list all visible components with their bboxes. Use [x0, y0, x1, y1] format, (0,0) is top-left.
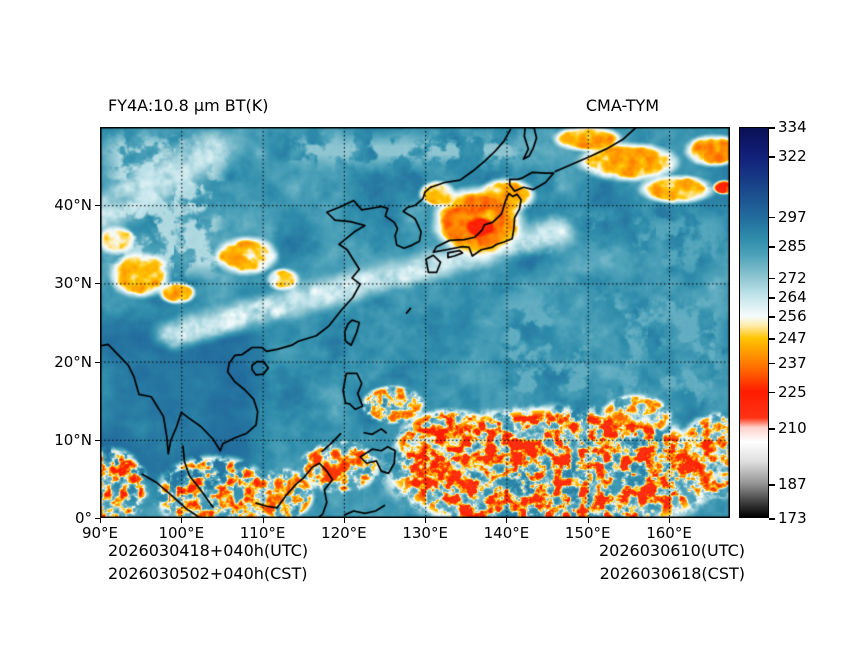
colorbar-tick-label: 272 — [778, 268, 807, 287]
colorbar-tick-mark — [769, 156, 775, 158]
y-tick-label: 40°N — [54, 196, 92, 215]
colorbar-tick-mark — [769, 277, 775, 280]
footer-init-time-cst: 2026030502+040h(CST) — [108, 564, 308, 583]
colorbar-tick-mark — [769, 428, 775, 430]
colorbar-tick-mark — [769, 297, 775, 299]
colorbar-tick-label: 322 — [778, 147, 807, 166]
y-tick-label: 30°N — [54, 274, 92, 293]
y-tick-label: 10°N — [54, 430, 92, 449]
colorbar-tick-label: 247 — [778, 329, 807, 348]
y-tick-mark — [95, 518, 100, 519]
y-tick-mark — [95, 283, 100, 285]
x-tick-label: 120°E — [321, 524, 367, 542]
y-tick-mark — [95, 361, 100, 363]
x-tick-label: 140°E — [483, 524, 530, 542]
footer-valid-time-utc: 2026030610(UTC) — [599, 541, 745, 560]
colorbar-tick-label: 173 — [778, 509, 807, 527]
colorbar-tick-label: 256 — [778, 307, 807, 326]
colorbar-tick-label: 297 — [778, 207, 807, 226]
colorbar-tick-label: 285 — [778, 237, 807, 255]
colorbar-tick-mark — [769, 338, 775, 340]
x-tick-label: 160°E — [646, 524, 692, 542]
footer-init-time-utc: 2026030418+040h(UTC) — [108, 541, 309, 560]
y-tick-label: 0° — [74, 509, 92, 527]
plot-title: FY4A:10.8 μm BT(K) — [108, 96, 269, 115]
colorbar-tick-mark — [769, 127, 775, 129]
x-tick-mark — [506, 518, 508, 523]
colorbar-tick-label: 237 — [778, 353, 807, 372]
x-tick-label: 130°E — [402, 524, 448, 542]
x-tick-mark — [425, 518, 427, 523]
colorbar-tick-label: 225 — [778, 382, 807, 401]
model-title: CMA-TYM — [585, 96, 660, 115]
y-tick-label: 20°N — [54, 352, 92, 371]
colorbar-tick-mark — [769, 484, 775, 486]
colorbar-tick-mark — [769, 362, 775, 365]
y-tick-mark — [95, 205, 100, 207]
x-tick-mark — [181, 518, 183, 523]
colorbar-tick-mark — [769, 246, 775, 248]
satellite-bt-map — [100, 127, 730, 518]
x-tick-mark — [100, 518, 101, 523]
colorbar-tick-mark — [769, 216, 775, 219]
colorbar-tick-mark — [769, 391, 775, 394]
footer-valid-time-cst: 2026030618(CST) — [599, 564, 745, 583]
colorbar-tick-mark — [769, 518, 775, 520]
x-tick-mark — [587, 518, 589, 523]
x-tick-mark — [262, 518, 264, 523]
colorbar-tick-mark — [769, 316, 775, 318]
colorbar-tick-label: 187 — [778, 475, 807, 493]
colorbar-tick-label: 210 — [778, 419, 807, 438]
x-tick-mark — [669, 518, 671, 523]
x-tick-label: 90°E — [81, 524, 119, 542]
x-tick-label: 150°E — [564, 524, 611, 542]
colorbar-tick-label: 334 — [778, 118, 807, 136]
x-tick-label: 100°E — [158, 524, 205, 542]
x-tick-mark — [343, 518, 345, 523]
colorbar — [739, 127, 769, 518]
x-tick-label: 110°E — [239, 524, 286, 542]
colorbar-tick-label: 264 — [778, 288, 807, 306]
y-tick-mark — [95, 439, 100, 441]
